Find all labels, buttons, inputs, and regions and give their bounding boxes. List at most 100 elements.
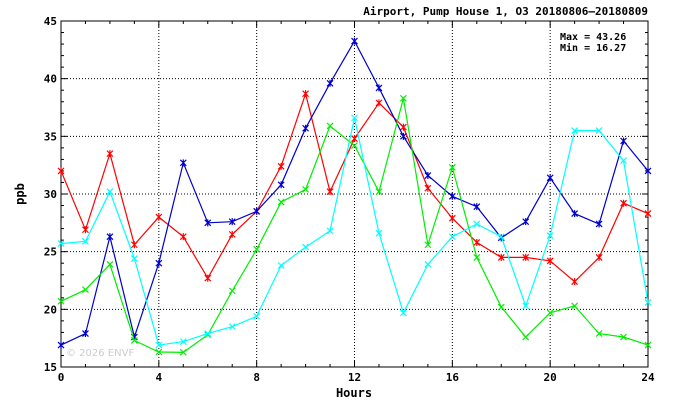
x-tick-label: 20 [544, 371, 557, 384]
data-point [155, 259, 163, 267]
data-point [644, 210, 652, 218]
y-tick-label: 30 [44, 188, 57, 201]
data-point [351, 142, 358, 149]
y-tick-label: 45 [44, 15, 57, 28]
y-tick-label: 35 [44, 130, 57, 143]
data-point [277, 162, 285, 170]
data-point [228, 323, 236, 331]
data-point [497, 303, 505, 311]
data-point [253, 312, 261, 320]
data-point [57, 167, 65, 175]
data-point [179, 159, 187, 167]
data-point [82, 330, 89, 338]
data-point [571, 278, 579, 286]
data-point [497, 233, 505, 241]
x-tick-label: 24 [641, 371, 655, 384]
data-point [571, 302, 579, 310]
data-point [595, 330, 603, 337]
data-point [546, 257, 554, 265]
data-point [644, 298, 652, 306]
data-point [106, 260, 114, 268]
data-point [106, 233, 114, 241]
data-point [228, 287, 236, 295]
data-point [522, 302, 530, 310]
data-point [130, 241, 138, 249]
y-tick-label: 15 [44, 361, 57, 374]
data-point [620, 157, 627, 164]
y-tick-label: 40 [44, 73, 57, 86]
data-point [473, 238, 481, 246]
data-point [448, 214, 456, 222]
data-point [595, 253, 603, 261]
data-point [497, 253, 505, 261]
data-point [399, 132, 407, 140]
data-point [424, 241, 432, 249]
data-point [351, 114, 358, 122]
chart-title: Airport, Pump House 1, O3 20180806–20180… [363, 5, 648, 18]
series-group [57, 37, 652, 356]
data-point [375, 84, 383, 92]
x-axis-label: Hours [336, 386, 372, 400]
x-tick-label: 4 [156, 371, 163, 384]
data-point [204, 274, 212, 282]
data-point [522, 333, 530, 341]
y-tick-label: 20 [44, 303, 57, 316]
data-point [130, 337, 138, 344]
data-point [57, 341, 65, 349]
data-point [595, 220, 603, 228]
x-tick-label: 0 [58, 371, 65, 384]
data-point [82, 226, 89, 234]
data-point [253, 245, 261, 253]
x-tick-label: 12 [348, 371, 361, 384]
grid [61, 21, 648, 367]
data-point [179, 338, 187, 346]
data-point [155, 341, 163, 349]
data-point [302, 243, 310, 251]
data-point [106, 150, 114, 158]
data-point [375, 229, 383, 237]
data-point [571, 210, 579, 218]
data-point [277, 262, 285, 269]
data-point [326, 122, 334, 130]
x-tick-label: 8 [253, 371, 260, 384]
max-label: Max = 43.26 [560, 32, 626, 43]
data-point [620, 137, 627, 145]
data-point [375, 188, 383, 196]
data-point [424, 172, 432, 180]
data-point [155, 348, 163, 356]
data-point [326, 79, 334, 87]
data-point [473, 203, 481, 211]
data-point [253, 207, 261, 215]
data-point [155, 213, 163, 221]
data-point [106, 188, 114, 196]
data-point [130, 255, 138, 263]
data-point [277, 198, 285, 206]
axis-ticks: 0 4 8 12 16 20 24 15 20 25 30 35 40 45 [44, 15, 655, 384]
data-point [473, 254, 481, 261]
data-point [179, 348, 187, 356]
data-point [375, 99, 383, 107]
series-1 [57, 90, 652, 286]
data-point [424, 260, 432, 268]
data-point [595, 127, 603, 134]
data-point [399, 123, 407, 131]
data-point [326, 227, 334, 235]
data-point [546, 174, 554, 182]
data-point [204, 330, 212, 337]
data-point [399, 94, 407, 102]
data-point [644, 167, 652, 175]
data-point [571, 127, 579, 134]
data-point [302, 124, 310, 132]
data-point [82, 237, 89, 245]
x-tick-label: 16 [446, 371, 460, 384]
min-label: Min = 16.27 [560, 42, 626, 54]
data-point [522, 218, 530, 226]
data-point [351, 135, 358, 143]
series-line [60, 91, 649, 283]
data-point [277, 181, 285, 189]
watermark: © 2026 ENVF [66, 348, 134, 359]
data-point [228, 230, 236, 238]
data-point [546, 309, 554, 317]
data-point [82, 286, 89, 294]
